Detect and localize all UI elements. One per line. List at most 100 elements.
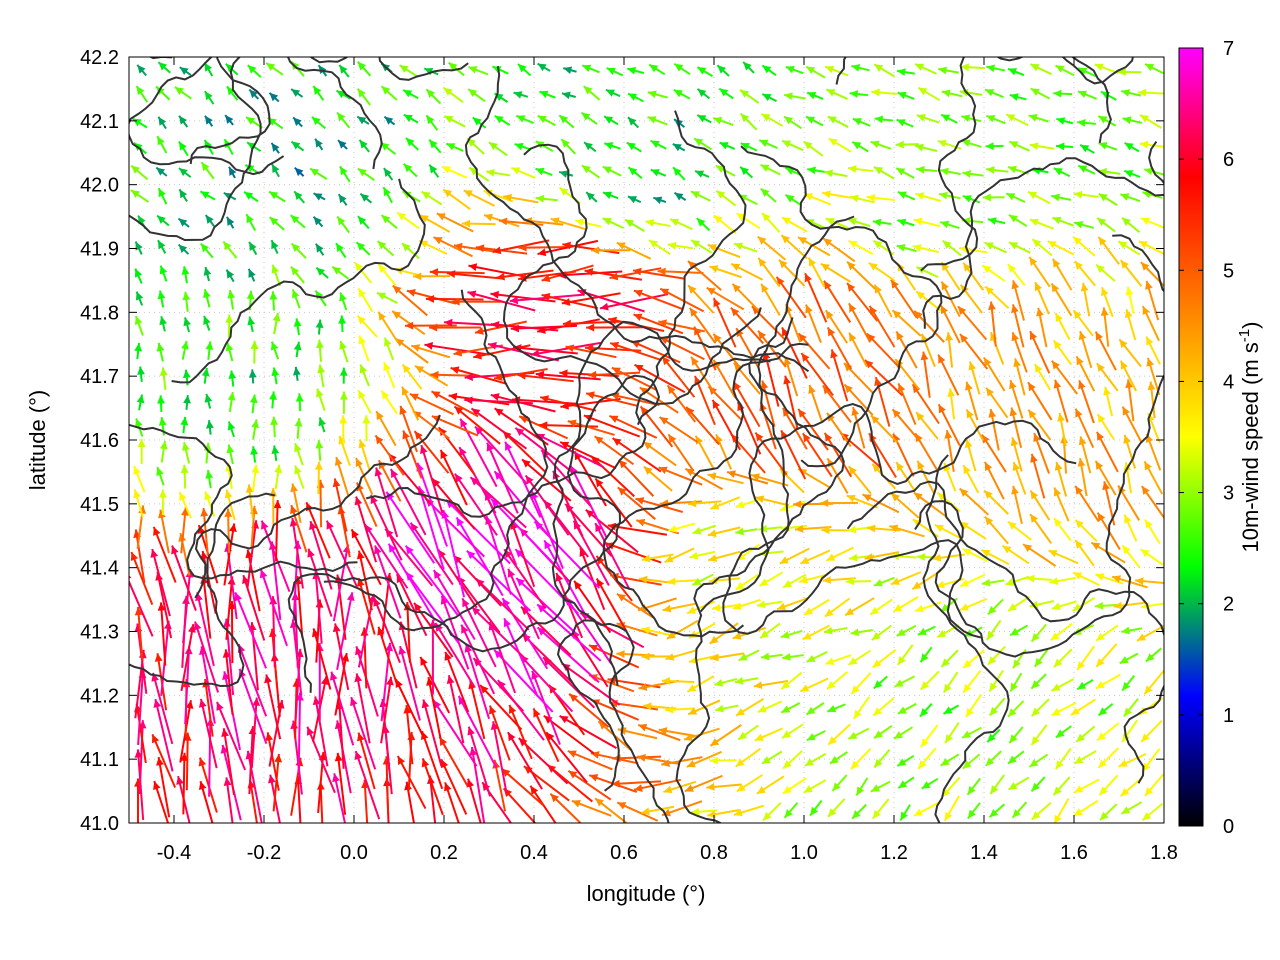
wind-arrow — [937, 354, 960, 396]
wind-arrow — [568, 693, 610, 728]
wind-arrow — [265, 732, 280, 791]
wind-arrow — [204, 214, 215, 227]
wind-arrow — [740, 142, 758, 152]
wind-arrow — [627, 195, 642, 204]
wind-arrow — [159, 316, 167, 332]
wind-arrow — [464, 643, 491, 720]
wind-arrow — [943, 795, 961, 822]
wind-arrow — [823, 432, 853, 478]
wind-arrow — [225, 314, 234, 338]
wind-arrow — [1121, 406, 1143, 444]
wind-arrow — [1118, 338, 1142, 368]
wind-arrow — [183, 395, 191, 410]
wind-arrow — [419, 214, 451, 233]
wind-arrow — [959, 333, 989, 370]
wind-arrow — [1145, 336, 1161, 365]
wind-arrow — [489, 705, 511, 761]
wind-arrow — [490, 721, 508, 794]
wind-arrow — [420, 730, 444, 790]
wind-arrow — [1011, 280, 1025, 321]
wind-arrow — [588, 644, 640, 669]
wind-arrow — [803, 779, 827, 794]
wind-arrow — [709, 622, 739, 645]
wind-arrow — [959, 88, 983, 97]
wind-arrow — [584, 268, 643, 281]
wind-arrow — [1096, 413, 1115, 440]
wind-arrow — [760, 652, 783, 661]
wind-arrow — [871, 798, 890, 820]
wind-arrow — [780, 234, 808, 260]
wind-arrow — [824, 65, 849, 77]
wind-arrow — [292, 366, 301, 381]
wind-arrow — [921, 777, 939, 790]
wind-arrow — [709, 724, 742, 747]
wind-arrow — [182, 291, 191, 312]
wind-arrow — [419, 656, 451, 714]
wind-arrow — [271, 264, 282, 287]
wind-arrow — [848, 239, 874, 256]
wind-arrow — [251, 464, 260, 492]
wind-arrow — [822, 384, 852, 423]
wind-arrow — [1052, 216, 1075, 227]
wind-arrow — [150, 548, 171, 617]
wind-arrow — [871, 88, 897, 97]
wind-arrow — [632, 267, 686, 280]
wind-arrow — [920, 670, 940, 691]
wind-arrow — [757, 257, 781, 288]
wind-arrow — [891, 309, 922, 337]
wind-arrow — [718, 87, 734, 100]
contour-line — [129, 492, 276, 688]
wind-arrow — [780, 629, 803, 639]
wind-arrow — [292, 116, 303, 128]
wind-arrow — [806, 730, 826, 742]
wind-arrow — [1053, 379, 1069, 423]
wind-arrow — [627, 166, 643, 179]
wind-arrow — [1053, 487, 1070, 522]
wind-arrow — [405, 321, 457, 330]
wind-arrow — [941, 89, 963, 98]
wind-arrow — [1030, 453, 1046, 499]
wind-arrow — [1096, 217, 1116, 233]
wind-arrow — [294, 166, 305, 177]
wind-arrow — [982, 193, 1005, 202]
wind-arrow — [939, 167, 961, 176]
wind-arrow — [692, 524, 716, 535]
wind-arrow — [1119, 360, 1137, 392]
wind-arrow — [383, 361, 396, 389]
wind-arrow — [354, 496, 377, 563]
wind-arrow — [376, 291, 398, 304]
wind-arrow — [850, 748, 872, 770]
wind-arrow — [374, 545, 402, 619]
wind-arrow — [689, 550, 716, 560]
wind-arrow — [986, 166, 1009, 174]
wind-arrow — [226, 444, 235, 465]
wind-arrow — [917, 86, 941, 102]
wind-arrow — [602, 191, 619, 200]
wind-arrow — [1007, 595, 1030, 612]
wind-arrow — [251, 419, 259, 440]
wind-arrow — [604, 142, 621, 150]
wind-arrow — [398, 645, 421, 721]
wind-arrow — [339, 340, 349, 363]
wind-arrow — [805, 115, 824, 127]
wind-arrow — [852, 117, 871, 127]
wind-arrow — [355, 241, 371, 256]
colorbar-tick-label: 2 — [1223, 594, 1234, 616]
wind-arrow — [469, 746, 486, 823]
wind-arrow — [334, 752, 347, 815]
wind-arrow — [843, 362, 874, 394]
wind-arrow — [967, 802, 981, 820]
wind-arrow — [1144, 518, 1161, 545]
wind-arrow — [715, 704, 739, 713]
wind-arrow — [350, 696, 377, 770]
wind-arrow — [1051, 193, 1072, 202]
wind-arrow — [183, 317, 191, 333]
wind-arrow — [984, 88, 1004, 99]
wind-arrow — [515, 114, 534, 124]
wind-arrow — [274, 464, 282, 490]
wind-arrow — [559, 441, 617, 470]
wind-arrow — [894, 675, 916, 688]
wind-arrow — [268, 699, 285, 767]
wind-arrow — [959, 573, 986, 588]
wind-arrow — [742, 61, 755, 74]
